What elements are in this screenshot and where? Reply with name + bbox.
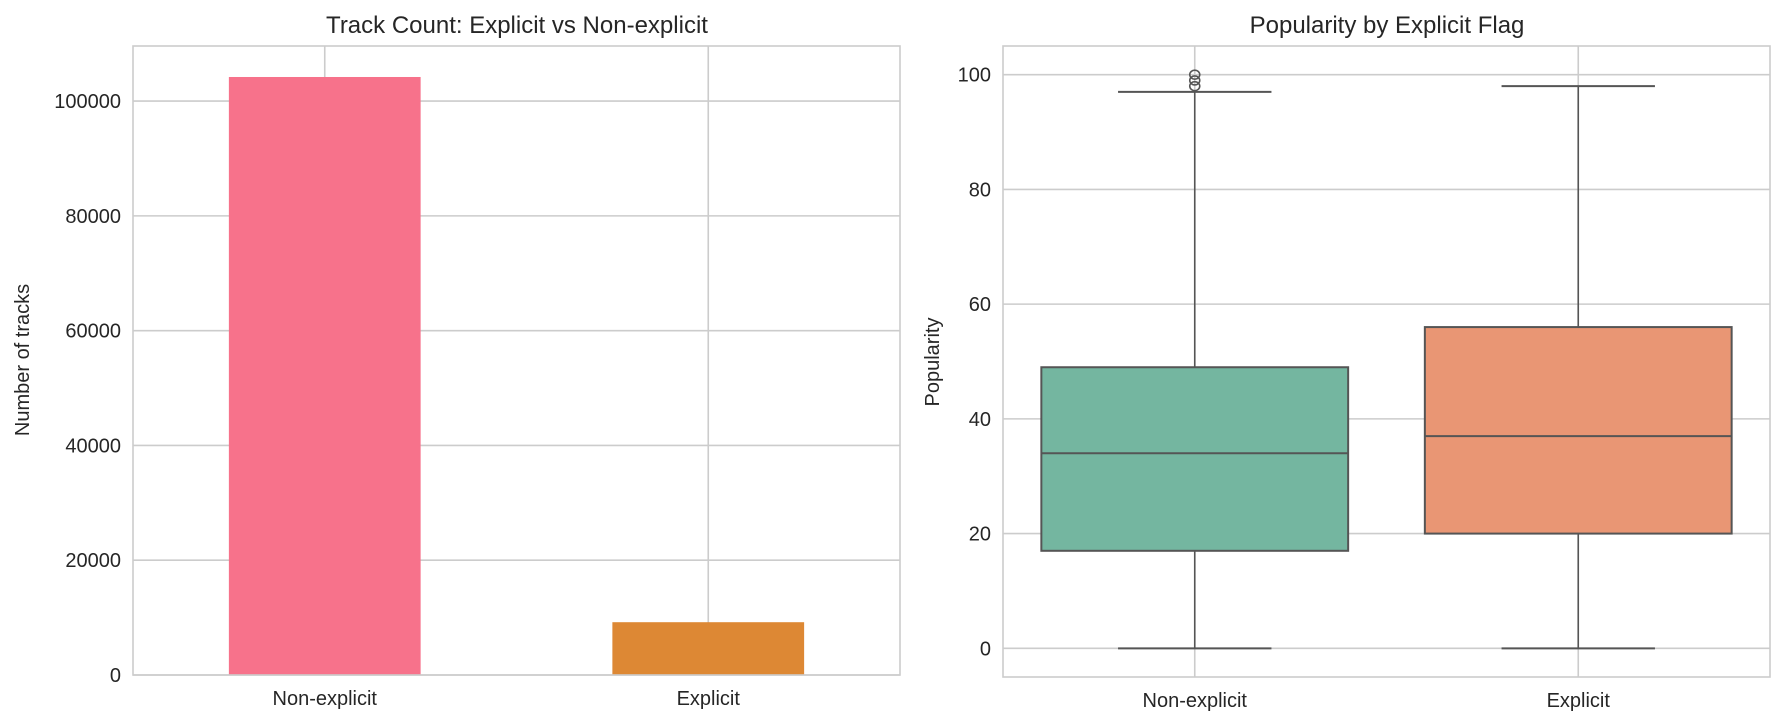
x-tick-labels: Non-explicit Explicit (273, 688, 741, 710)
bar-chart-track-count: Track Count: Explicit vs Non-explicit 0 2… (12, 12, 901, 710)
y-tick-label: 0 (110, 665, 121, 687)
bars (228, 76, 805, 676)
y-tick-label: 20 (969, 524, 991, 546)
outlier-point (1188, 75, 1201, 86)
bar-non-explicit (228, 76, 421, 676)
y-tick-label: 100000 (54, 91, 121, 113)
y-tick-label: 100 (958, 65, 991, 87)
y-tick-label: 40000 (65, 435, 121, 457)
y-axis-label: Popularity (922, 318, 944, 407)
chart-title: Track Count: Explicit vs Non-explicit (326, 12, 708, 39)
y-tick-labels: 0 20 40 60 80 100 (958, 65, 991, 661)
y-tick-label: 80 (969, 179, 991, 201)
box-plot-popularity: Popularity by Explicit Flag 0 20 40 60 80 100… (922, 12, 1771, 712)
outlier-point (1188, 69, 1201, 80)
x-tick-label: Explicit (677, 688, 741, 710)
iqr-box (1423, 326, 1733, 535)
axes-frame (1002, 45, 1771, 678)
x-tick-label: Non-explicit (1143, 690, 1248, 712)
y-tick-label: 60000 (65, 321, 121, 343)
boxes (1040, 69, 1733, 650)
y-tick-label: 60 (969, 294, 991, 316)
iqr-box (1040, 366, 1350, 552)
x-tick-label: Non-explicit (273, 688, 378, 710)
bar-explicit (612, 622, 805, 675)
y-tick-label: 80000 (65, 206, 121, 228)
y-tick-label: 0 (980, 638, 991, 660)
y-tick-labels: 0 20000 40000 60000 80000 100000 (54, 91, 121, 687)
chart-title: Popularity by Explicit Flag (1250, 12, 1525, 39)
box-explicit (1423, 85, 1733, 650)
box-non-explicit (1040, 69, 1350, 650)
axes-frame (132, 45, 901, 676)
y-tick-label: 20000 (65, 550, 121, 572)
x-tick-label: Explicit (1547, 690, 1611, 712)
outlier-point (1188, 80, 1201, 92)
y-axis-label: Number of tracks (12, 284, 34, 436)
x-tick-labels: Non-explicit Explicit (1143, 690, 1611, 712)
y-tick-label: 40 (969, 409, 991, 431)
